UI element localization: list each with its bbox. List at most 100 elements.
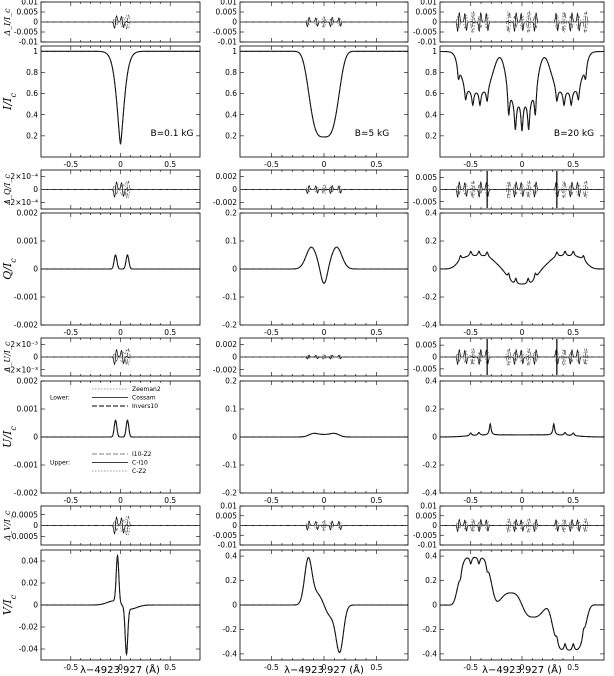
- panel-Q-3-main-xtick-label: 0: [520, 328, 525, 337]
- panel-Q-3-main-ytick-label: -0.4: [422, 321, 437, 330]
- panel-I-2-diff-ytick-label: 0.01: [220, 0, 237, 7]
- diff-ylabel-V: Δ_V/I_c: [3, 510, 12, 541]
- panel-Q-3-main-ytick-label: 0.4: [425, 209, 437, 218]
- field-label-2: B=5 kG: [355, 129, 390, 139]
- panel-I-2-series-1: [240, 50, 408, 138]
- panel-U-1-series-2: [41, 419, 200, 438]
- panel-I-3-main-ytick-label: 0.8: [425, 68, 437, 77]
- panel-I-3-main-ytick-label: 0.6: [425, 89, 437, 98]
- panel-U-1-main-ytick-label: 0.001: [17, 405, 39, 414]
- legend-lower-item-3: Invers10: [132, 403, 158, 410]
- panel-I-2-series-2: [240, 50, 408, 138]
- panel-V-3-main-ytick-label: -0.4: [422, 649, 437, 658]
- panel-V-2-main-xtick-label: -0.5: [264, 663, 279, 672]
- panel-U-1-main-ytick-label: 0.002: [17, 377, 39, 386]
- panel-Q-1-diff-series-3: [41, 180, 200, 199]
- panel-U-1-main-xtick-label: 0: [118, 496, 123, 505]
- panel-I-1-main-ytick-label: 1: [33, 47, 38, 56]
- field-label-1: B=0.1 kG: [150, 129, 193, 139]
- panel-I-3-main-ytick-label: 0.4: [425, 110, 437, 119]
- panel-Q-3-main-ytick-label: -0.2: [422, 293, 437, 302]
- panel-Q-3-main-xtick-label: -0.5: [463, 328, 478, 337]
- diff-ylabel-Q: Δ_Q/I_c: [3, 174, 12, 206]
- panel-I-3-main-frame: [439, 45, 605, 158]
- panel-V-3-diff-ytick-label: -0.005: [413, 531, 437, 540]
- panel-I-3-series-3: [440, 51, 604, 132]
- panel-U-3-main-ytick-label: 0.2: [425, 405, 437, 414]
- panel-I-3-main-xtick-label: 0.5: [567, 160, 579, 169]
- panel-I-1-main-xtick-label: 0: [118, 160, 123, 169]
- panel-V-3-main-xtick-label: -0.5: [463, 663, 478, 672]
- panel-V-1-diff-ytick-label: 0: [33, 521, 38, 530]
- panel-U-1-main-ytick-label: -0.001: [14, 461, 38, 470]
- panel-V-1-main-ytick-label: 0.02: [21, 579, 38, 588]
- panel-U-3-main-ytick-label: -0.4: [422, 489, 437, 498]
- panel-U-1-series-1: [41, 419, 200, 438]
- panel-V-2-diff-ytick-label: 0.01: [220, 502, 237, 511]
- panel-U-2-diff-ytick-label: -0.002: [213, 365, 237, 374]
- panel-V-1-main-ytick-label: 0: [33, 601, 38, 610]
- panel-I-1-diff-ytick-label: 0: [33, 18, 38, 27]
- panel-U-3-diff-ytick-label: 0: [432, 353, 437, 362]
- panel-U-2-series-3: [240, 433, 408, 438]
- panel-I-2-diff-ytick-label: -0.005: [213, 28, 237, 37]
- panel-Q-1-series-2: [41, 254, 200, 270]
- panel-Q-1-diff-ytick-label: 2×10⁻⁴: [10, 172, 38, 181]
- panel-Q-3-diff-series-1: [440, 180, 604, 199]
- ylabel-V: V/Ic: [1, 594, 18, 615]
- panel-I-3-main-xtick-label: 0: [520, 160, 525, 169]
- panel-Q-1-diff-series-2: [41, 181, 200, 198]
- panel-U-3-diff-ytick-label: 0.005: [416, 341, 438, 350]
- panel-I-2-main-xtick-label: 0.5: [371, 160, 383, 169]
- panel-I-3-main-ytick-label: 1: [432, 47, 437, 56]
- panel-I-2-main-xtick-label: -0.5: [264, 160, 279, 169]
- panel-V-3-main-ytick-label: 0: [432, 601, 437, 610]
- panel-U-1-diff-ytick-label: 0: [33, 353, 38, 362]
- panel-I-3-diff-series-1: [440, 10, 604, 34]
- panel-V-1-diff-ytick-label: 0.0005: [12, 510, 38, 519]
- panel-U-3-main-xtick-label: 0.5: [567, 496, 579, 505]
- panel-Q-2-main-ytick-label: -0.2: [222, 321, 237, 330]
- panel-V-1-main-ytick-label: -0.04: [19, 645, 39, 654]
- panel-Q-2-main-xtick-label: 0.5: [371, 328, 383, 337]
- panel-U-2-main-ytick-label: 0: [232, 433, 237, 442]
- panel-V-1-diff-series-3: [41, 515, 200, 536]
- panel-I-1-main-ytick-label: 0.8: [26, 68, 38, 77]
- panel-I-2-main-ytick-label: 0.2: [225, 131, 237, 140]
- panel-V-1-main-ytick-label: -0.02: [19, 623, 39, 632]
- panel-V-3-main-ytick-label: 0.2: [425, 576, 437, 585]
- panel-U-1-diff-series-3: [41, 348, 200, 366]
- panel-V-2-main-xtick-label: 0.5: [371, 663, 383, 672]
- panel-Q-2-main-ytick-label: 0.1: [225, 237, 237, 246]
- panel-V-2-series-3: [240, 557, 408, 653]
- panel-U-1-main-xtick-label: -0.5: [63, 496, 78, 505]
- panel-Q-2-main-ytick-label: -0.1: [222, 293, 237, 302]
- panel-V-3-series-3: [440, 557, 604, 651]
- panel-Q-3-series-1: [440, 250, 604, 285]
- panel-U-1-main-ytick-label: 0: [33, 433, 38, 442]
- panel-V-2-main-ytick-label: 0.4: [225, 552, 237, 561]
- panel-Q-3-diff-series-3: [440, 180, 604, 199]
- panel-V-3-series-2: [440, 556, 604, 651]
- panel-V-3-main-ytick-label: -0.2: [422, 625, 437, 634]
- panel-Q-2-series-1: [240, 246, 408, 284]
- panel-V-2-main-xtick-label: 0: [322, 663, 327, 672]
- legend-upper-label: Upper:: [50, 460, 70, 467]
- panel-I-2-diff-ytick-label: 0: [232, 18, 237, 27]
- ylabel-I: I/Ic: [1, 93, 18, 111]
- panel-U-1-diff-ytick-label: −2×10⁻³: [4, 365, 38, 374]
- panel-U-2-main-xtick-label: -0.5: [264, 496, 279, 505]
- panel-U-2-main-xtick-label: 0: [322, 496, 327, 505]
- panel-U-2-main-ytick-label: -0.2: [222, 489, 237, 498]
- panel-I-2-diff-ytick-label: -0.01: [218, 38, 238, 47]
- panel-Q-2-diff-series-3: [240, 184, 408, 195]
- panel-Q-1-main-ytick-label: 0.002: [17, 209, 39, 218]
- panel-U-2-diff-ytick-label: 0.002: [216, 340, 238, 349]
- panel-U-3-main-frame: [439, 380, 605, 494]
- panel-U-1-main-ytick-label: -0.002: [14, 489, 38, 498]
- panel-Q-1-main-ytick-label: -0.002: [14, 321, 38, 330]
- panel-Q-3-main-ytick-label: 0: [432, 265, 437, 274]
- panel-Q-1-series-3: [41, 254, 200, 270]
- panel-I-3-diff-ytick-label: 0: [432, 18, 437, 27]
- panel-I-2-diff-series-3: [240, 16, 408, 28]
